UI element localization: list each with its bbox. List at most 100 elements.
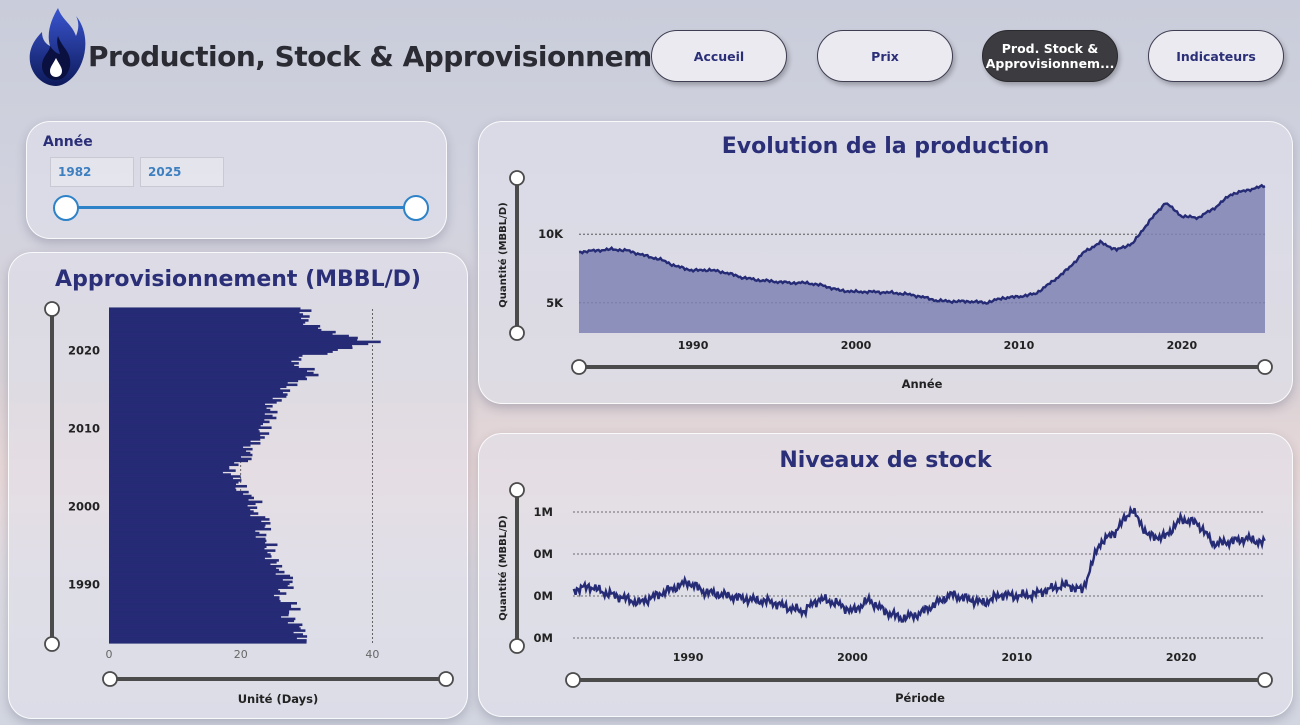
supply-bar[interactable] [109, 447, 253, 451]
stock-y-scroll-bottom-handle[interactable] [509, 638, 525, 654]
supply-bar[interactable] [109, 514, 251, 517]
supply-bar[interactable] [109, 393, 288, 396]
supply-bar[interactable] [109, 580, 293, 584]
supply-bar[interactable] [109, 383, 298, 387]
stock-x-scroll-right-handle[interactable] [1257, 672, 1273, 688]
supply-bar[interactable] [109, 512, 259, 515]
supply-bar[interactable] [109, 547, 265, 550]
supply-bar[interactable] [109, 621, 288, 625]
production-y-scroll-top-handle[interactable] [509, 170, 525, 186]
supply-bar[interactable] [109, 364, 295, 367]
supply-bar[interactable] [109, 559, 279, 562]
supply-bar[interactable] [109, 426, 272, 429]
supply-bar[interactable] [109, 627, 301, 630]
supply-bar[interactable] [109, 428, 259, 431]
supply-bar[interactable] [109, 561, 277, 564]
supply-bar[interactable] [109, 418, 265, 422]
year-slider-end-handle[interactable] [403, 195, 429, 221]
supply-y-scroll-top-handle[interactable] [44, 301, 60, 317]
supply-bar[interactable] [109, 356, 299, 359]
supply-bar[interactable] [109, 522, 271, 525]
nav-prix-button[interactable]: Prix [817, 30, 953, 82]
supply-bar[interactable] [109, 438, 261, 441]
supply-bar[interactable] [109, 469, 236, 472]
supply-bar[interactable] [109, 451, 251, 455]
supply-bar[interactable] [109, 457, 252, 461]
supply-bar[interactable] [109, 510, 254, 513]
supply-bar[interactable] [109, 313, 304, 316]
supply-bar[interactable] [109, 436, 265, 439]
supply-bar[interactable] [109, 576, 294, 580]
supply-bar[interactable] [109, 328, 322, 332]
supply-bar[interactable] [109, 416, 277, 420]
supply-bar[interactable] [109, 520, 262, 523]
supply-bar[interactable] [109, 404, 273, 408]
supply-bar[interactable] [109, 367, 315, 371]
nav-prod-stock-button[interactable]: Prod. Stock & Approvisionnem... [982, 30, 1118, 82]
supply-bar[interactable] [109, 502, 256, 506]
supply-bar[interactable] [109, 529, 256, 533]
stock-y-scroll-top-handle[interactable] [509, 482, 525, 498]
supply-bar[interactable] [109, 467, 230, 470]
supply-bar[interactable] [109, 545, 267, 549]
supply-bar[interactable] [109, 537, 266, 541]
supply-bar[interactable] [109, 455, 241, 459]
supply-bar[interactable] [109, 309, 312, 312]
stock-line[interactable] [572, 505, 1266, 624]
year-slider-track[interactable] [65, 206, 417, 209]
supply-bar[interactable] [109, 365, 299, 369]
supply-bar[interactable] [109, 348, 338, 351]
supply-bar[interactable] [109, 408, 271, 412]
supply-bar[interactable] [109, 625, 300, 628]
supply-bar[interactable] [109, 527, 272, 531]
supply-bar[interactable] [109, 471, 223, 474]
supply-bar[interactable] [109, 432, 270, 435]
supply-bar[interactable] [109, 609, 290, 613]
supply-bar[interactable] [109, 397, 273, 400]
supply-bar[interactable] [109, 484, 247, 488]
supply-bar[interactable] [109, 543, 278, 547]
supply-bar[interactable] [109, 588, 279, 591]
supply-bar[interactable] [109, 373, 319, 377]
supply-bar[interactable] [109, 410, 278, 414]
supply-bar[interactable] [109, 414, 273, 418]
supply-bar[interactable] [109, 633, 303, 636]
supply-bar[interactable] [109, 566, 277, 570]
supply-bar[interactable] [109, 551, 268, 554]
supply-bar[interactable] [109, 336, 358, 340]
supply-bar[interactable] [109, 494, 252, 498]
supply-bar[interactable] [109, 572, 276, 576]
supply-bar[interactable] [109, 330, 336, 334]
supply-bar[interactable] [109, 473, 231, 476]
supply-bar[interactable] [109, 578, 283, 582]
supply-bar[interactable] [109, 323, 304, 326]
supply-bar[interactable] [109, 354, 303, 357]
supply-bar[interactable] [109, 442, 261, 445]
supply-bar[interactable] [109, 379, 299, 383]
supply-x-scroll-left-handle[interactable] [102, 671, 118, 687]
supply-bar[interactable] [109, 358, 302, 361]
supply-bar[interactable] [109, 377, 307, 381]
production-x-scroll-right-handle[interactable] [1257, 359, 1273, 375]
supply-bar[interactable] [109, 375, 306, 379]
supply-bar[interactable] [109, 563, 271, 566]
supply-bar[interactable] [109, 498, 249, 502]
supply-bar[interactable] [109, 395, 287, 398]
supply-bar[interactable] [109, 481, 239, 484]
supply-bar[interactable] [109, 639, 307, 642]
supply-bar[interactable] [109, 584, 288, 588]
year-end-input[interactable]: 2025 [140, 157, 224, 187]
supply-bar[interactable] [109, 326, 319, 330]
supply-bar[interactable] [109, 617, 296, 621]
supply-bar[interactable] [109, 340, 381, 344]
supply-bar[interactable] [109, 623, 303, 627]
supply-bar[interactable] [109, 369, 308, 373]
supply-bar[interactable] [109, 553, 271, 556]
supply-bar[interactable] [109, 619, 295, 623]
supply-bar[interactable] [109, 440, 251, 443]
supply-bar[interactable] [109, 412, 265, 416]
supply-bar[interactable] [109, 406, 267, 410]
supply-bar[interactable] [109, 635, 308, 638]
supply-bar[interactable] [109, 342, 369, 346]
supply-bar[interactable] [109, 531, 260, 535]
